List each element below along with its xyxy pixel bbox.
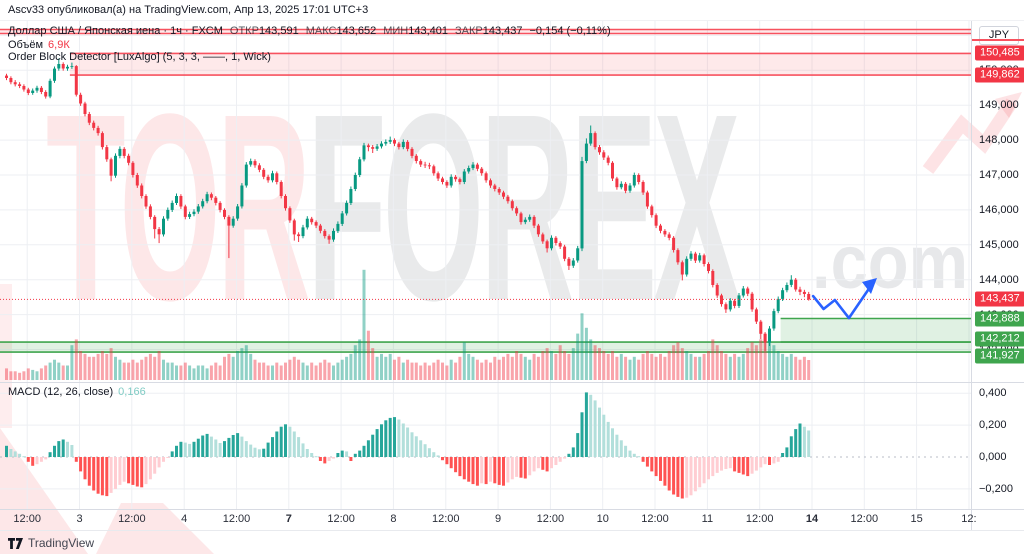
time-label: 12:00 bbox=[641, 513, 669, 525]
change-value: −0,154 (−0,11%) bbox=[529, 25, 611, 37]
symbol-title: Доллар США / Японская иена · 1ч · FXCM bbox=[8, 25, 223, 37]
time-label: 12:00 bbox=[431, 513, 460, 525]
ohlc-high-label: МАКС bbox=[305, 25, 337, 37]
orderblock-indicator-title: Order Block Detector [LuxAlgo] (5, 3, 3,… bbox=[8, 51, 271, 63]
watermark-part2: FOREX bbox=[307, 59, 740, 356]
tradingview-brand-name: TradingView bbox=[28, 536, 95, 550]
time-label: 14 bbox=[805, 513, 819, 525]
footer: TradingView bbox=[0, 530, 1024, 554]
price-axis[interactable]: JPY 150,000149,000148,000147,000146,0001… bbox=[972, 21, 1024, 530]
price-chart[interactable] bbox=[0, 21, 971, 510]
currency-underline bbox=[972, 39, 1024, 41]
price-badge: 149,862 bbox=[975, 67, 1024, 83]
ohlc-low-value: 143,401 bbox=[408, 25, 448, 37]
pane-separator[interactable] bbox=[0, 382, 1024, 383]
volume-label: Объём bbox=[8, 39, 44, 51]
ohlc-low-label: МИН bbox=[383, 25, 409, 37]
ohlc-open-label: ОТКР bbox=[229, 25, 259, 37]
time-label: 11 bbox=[701, 513, 714, 525]
price-badge: 141,927 bbox=[975, 348, 1024, 364]
time-label: 10 bbox=[596, 513, 609, 525]
tradingview-brand[interactable]: TradingView bbox=[8, 536, 94, 550]
time-label: 12:00 bbox=[850, 513, 879, 525]
ohlc-close-value: 143,437 bbox=[482, 25, 523, 37]
macd-label: MACD (12, 26, close) bbox=[8, 386, 114, 398]
price-tick: 147,000 bbox=[979, 169, 1019, 182]
macd-legend[interactable]: MACD (12, 26, close) 0,166 bbox=[8, 386, 146, 398]
price-badge: 143,437 bbox=[975, 291, 1024, 307]
time-label: 12:00 bbox=[13, 513, 41, 525]
macd-value: 0,166 bbox=[118, 386, 146, 398]
time-label: 4 bbox=[181, 513, 188, 525]
time-label: 12:00 bbox=[536, 513, 565, 525]
time-label: 12:00 bbox=[118, 513, 146, 525]
time-label: 8 bbox=[390, 513, 397, 525]
price-badge: 142,212 bbox=[975, 331, 1024, 347]
macd-tick: 0,000 bbox=[979, 451, 1007, 463]
volume-value: 6,9К bbox=[48, 39, 70, 51]
orderblock-legend[interactable]: Order Block Detector [LuxAlgo] (5, 3, 3,… bbox=[8, 51, 271, 63]
footer-divider bbox=[0, 530, 1024, 531]
volume-legend[interactable]: Объём 6,9К bbox=[8, 39, 70, 51]
time-label: 9 bbox=[495, 513, 502, 525]
price-badge: 150,485 bbox=[975, 45, 1024, 61]
time-label: 3 bbox=[76, 513, 83, 525]
macd-tick: 0,200 bbox=[979, 419, 1007, 432]
time-label: 15 bbox=[910, 513, 923, 525]
ohlc-open-value: 143,591 bbox=[258, 25, 299, 37]
time-label: 12:00 bbox=[745, 513, 774, 525]
ohlc-close-label: ЗАКР bbox=[454, 25, 483, 37]
price-tick: 149,000 bbox=[979, 99, 1019, 112]
symbol-legend[interactable]: Доллар США / Японская иена · 1ч · FXCM ОТ… bbox=[8, 25, 611, 37]
price-tick: 145,000 bbox=[979, 238, 1019, 251]
time-axis[interactable]: 12:00 3 12:00 4 12:00 7 12:00 8 12:00 9 12:00 10 12:… bbox=[0, 510, 976, 530]
time-label: 12:00 bbox=[327, 513, 355, 525]
time-label: 12: bbox=[961, 513, 977, 525]
macd-tick: −0,200 bbox=[979, 482, 1013, 495]
projection-arrow bbox=[811, 279, 876, 320]
tradingview-logo-icon bbox=[8, 537, 23, 549]
ohlc-high-value: 143,652 bbox=[336, 25, 377, 37]
watermark-com: .com bbox=[812, 220, 969, 305]
time-label: 12:00 bbox=[222, 513, 251, 525]
currency-button[interactable]: JPY bbox=[979, 26, 1019, 45]
macd-tick: 0,400 bbox=[979, 387, 1007, 400]
header-divider bbox=[0, 20, 1024, 21]
publish-header: Ascv33 опубликовал(а) на TradingView.com… bbox=[8, 4, 369, 16]
watermark-text: TORFOREX bbox=[46, 75, 740, 341]
price-tick: 144,000 bbox=[979, 273, 1019, 286]
price-tick: 148,000 bbox=[979, 134, 1019, 147]
price-tick: 146,000 bbox=[979, 203, 1019, 216]
price-axis-separator bbox=[971, 21, 972, 530]
projection-arrowhead-icon bbox=[862, 278, 877, 294]
price-badge: 142,888 bbox=[975, 311, 1024, 327]
time-axis-separator bbox=[0, 509, 1024, 510]
time-label: 7 bbox=[285, 513, 292, 525]
